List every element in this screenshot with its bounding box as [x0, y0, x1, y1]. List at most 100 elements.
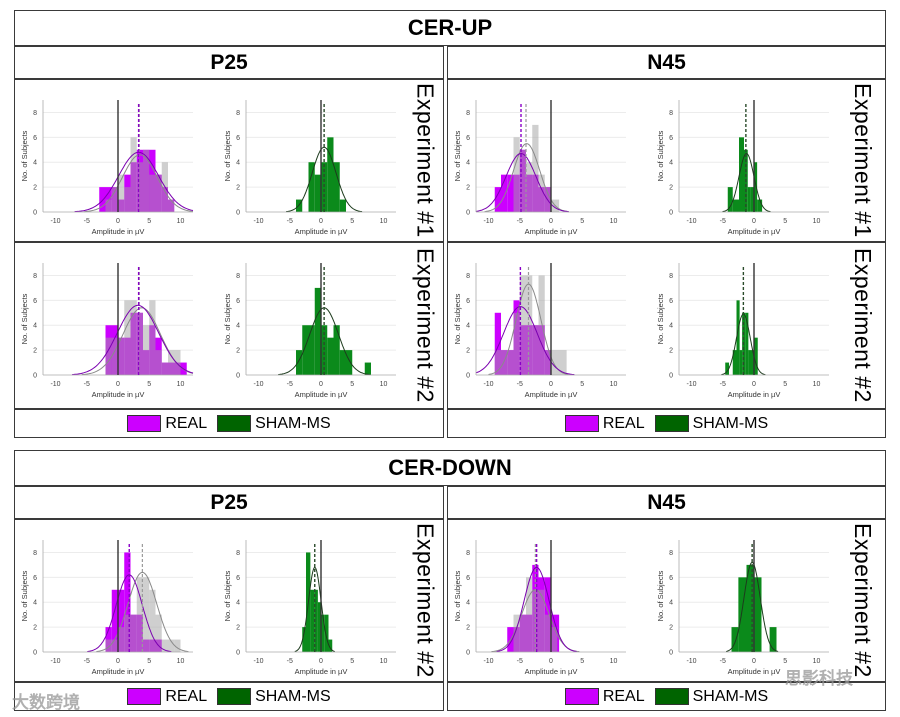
histogram-bar-sham: [757, 199, 763, 212]
y-tick-label: 2: [669, 185, 673, 192]
histogram-bar-real: [507, 174, 514, 212]
histogram-bar-sham: [738, 577, 747, 652]
legend-label: SHAM-MS: [692, 414, 769, 432]
histogram-bar-sham: [339, 350, 346, 375]
histogram-bar-baseline: [526, 162, 533, 212]
panel-cer-up-p25-exp2: 0 2 4 6 8 -10 -5 0 5 10 Amplitude in µV No. of Subj…: [14, 242, 444, 409]
histogram-bar-baseline: [136, 312, 143, 375]
x-tick-label: 5: [783, 658, 787, 665]
y-tick-label: 8: [669, 273, 673, 280]
x-tick-label: -10: [50, 218, 60, 225]
column-header-text: N45: [647, 50, 686, 74]
histogram-bar-baseline: [168, 199, 175, 212]
histogram-bar-real: [494, 312, 501, 375]
x-tick-label: 10: [610, 658, 618, 665]
legend-label: REAL: [165, 687, 208, 705]
histogram-bar-baseline: [130, 300, 137, 375]
column-header-p25: P25: [14, 486, 444, 519]
histogram-bar-baseline: [161, 639, 175, 652]
y-axis-label: No. of Subjects: [223, 293, 232, 344]
histogram-bar-baseline: [143, 149, 150, 212]
experiment-label: Experiment #2: [412, 523, 439, 678]
y-axis-label: No. of Subjects: [656, 130, 665, 181]
legend-cer-up-p25: REAL SHAM-MS: [14, 409, 444, 438]
y-tick-label: 8: [466, 273, 470, 280]
y-tick-label: 0: [669, 373, 673, 380]
x-tick-label: -5: [287, 381, 293, 388]
y-tick-label: 6: [669, 135, 673, 142]
histogram-bar-baseline: [143, 325, 150, 375]
x-tick-label: 0: [319, 218, 323, 225]
x-tick-label: 0: [549, 658, 553, 665]
histogram-bar-real: [494, 187, 501, 212]
histogram-bar-sham: [346, 350, 353, 375]
histogram-bar-sham: [751, 350, 754, 375]
legend-item-real: REAL: [564, 415, 645, 433]
y-tick-label: 8: [236, 273, 240, 280]
x-tick-label: -5: [84, 218, 90, 225]
legend-label: REAL: [165, 414, 208, 432]
x-axis-label: Amplitude in µV: [525, 390, 578, 399]
histogram-bar-sham: [317, 602, 321, 652]
histogram-bar-sham: [769, 627, 777, 652]
histogram-bar-baseline: [551, 350, 567, 375]
histogram-bar-baseline: [538, 174, 545, 212]
histogram-bar-baseline: [532, 325, 539, 375]
legend-item-sham: SHAM-MS: [654, 414, 769, 433]
histogram-bar-baseline: [136, 162, 143, 212]
histogram-pair: 0 2 4 6 8 -10 -5 0 5 10 Amplitude in µV No. of Subj…: [20, 540, 396, 676]
experiment-label: Experiment #2: [850, 248, 876, 403]
histogram-bar-sham: [327, 337, 334, 375]
histogram-bar-baseline: [513, 137, 520, 212]
legend-item-real: REAL: [564, 688, 645, 706]
histogram-bar-baseline: [111, 187, 118, 212]
histogram-bar-real: [544, 577, 551, 652]
x-tick-label: -10: [483, 218, 493, 225]
legend-swatch-real: [564, 415, 599, 432]
y-tick-label: 0: [236, 210, 240, 217]
histogram-bar-sham: [732, 199, 739, 212]
histogram-bar-sham: [754, 337, 758, 375]
y-tick-label: 0: [669, 650, 673, 657]
y-tick-label: 4: [33, 323, 37, 330]
x-tick-label: -10: [253, 381, 263, 388]
experiment-label: Experiment #2: [850, 523, 876, 678]
y-tick-label: 6: [33, 575, 37, 582]
x-tick-label: -10: [483, 658, 493, 665]
legend-swatch-sham: [654, 688, 689, 705]
y-tick-label: 4: [466, 323, 470, 330]
y-tick-label: 4: [466, 160, 470, 167]
histogram-bar-real: [105, 627, 112, 652]
legend-label: SHAM-MS: [255, 414, 331, 432]
histogram-bar-baseline: [130, 137, 137, 212]
histogram-pair: 0 2 4 6 8 -10 -5 0 5 10 Amplitude in µV No. of Subj…: [453, 540, 829, 676]
y-tick-label: 2: [236, 185, 240, 192]
x-axis-label: Amplitude in µV: [92, 227, 145, 236]
y-axis-label: No. of Subjects: [223, 570, 232, 621]
y-tick-label: 0: [236, 373, 240, 380]
x-tick-label: 10: [813, 218, 821, 225]
y-tick-label: 0: [466, 210, 470, 217]
watermark-left: 大数跨境: [12, 693, 80, 712]
histogram-bar-sham: [314, 287, 321, 375]
section-title-text: CER-UP: [407, 15, 493, 40]
histogram-bar-sham: [731, 627, 739, 652]
histogram-bar-baseline: [513, 312, 520, 375]
histogram-bar-baseline: [118, 627, 125, 652]
y-tick-label: 0: [236, 650, 240, 657]
x-tick-label: 5: [350, 381, 354, 388]
y-tick-label: 4: [466, 600, 470, 607]
histogram-bar-real: [118, 589, 125, 652]
fit-curve-baseline: [96, 571, 189, 652]
legend-item-real: REAL: [127, 415, 207, 433]
y-tick-label: 8: [236, 110, 240, 117]
histogram-bar-baseline: [519, 614, 526, 652]
histogram-bar-sham: [739, 137, 744, 212]
histogram-bar-sham: [314, 174, 321, 212]
legend-swatch-sham: [654, 415, 689, 432]
histogram-bar-sham: [725, 362, 729, 375]
histogram-bar-baseline: [155, 350, 162, 375]
column-header-n45: N45: [447, 486, 886, 519]
column-header-text: N45: [647, 490, 686, 514]
histogram-bar-baseline: [538, 589, 545, 652]
